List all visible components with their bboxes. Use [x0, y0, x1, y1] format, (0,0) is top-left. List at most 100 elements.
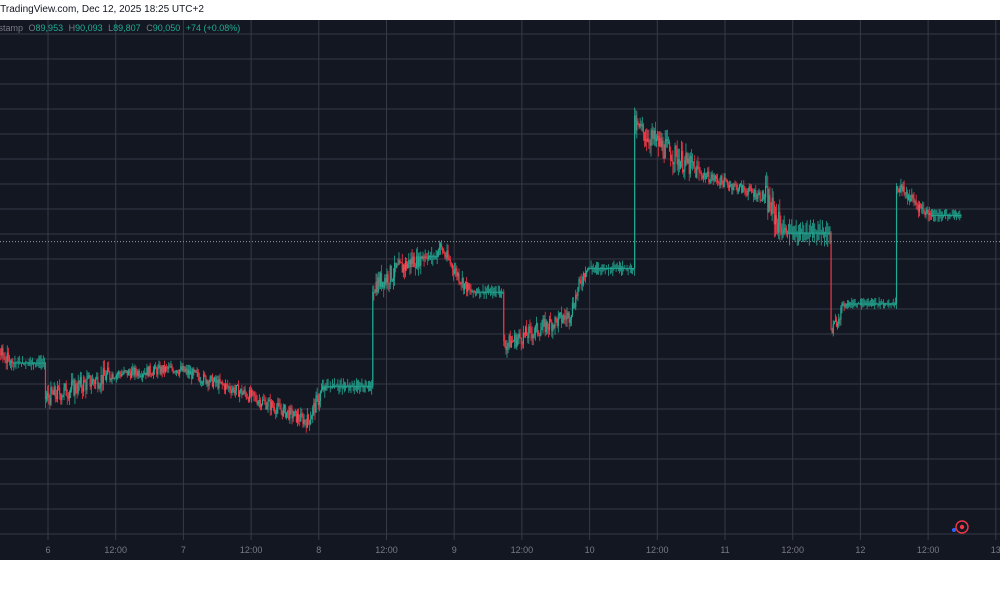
candle-body: [504, 340, 506, 347]
candle-body: [830, 232, 832, 329]
candle-body: [248, 389, 251, 402]
candle-body: [52, 392, 54, 395]
candle-body: [785, 228, 787, 233]
candle-body: [13, 362, 15, 364]
candle-body: [519, 333, 521, 338]
candle-body: [117, 372, 120, 375]
candle-body: [73, 380, 75, 396]
candle-body: [278, 402, 280, 406]
candle-body: [376, 281, 378, 293]
candle-body: [172, 369, 174, 373]
candle-body: [809, 232, 811, 234]
candle-body: [392, 277, 395, 281]
candle-body: [85, 382, 87, 391]
replay-icon[interactable]: [952, 520, 969, 534]
candle-body: [375, 281, 377, 292]
candle-body: [68, 392, 71, 399]
candle-body: [881, 303, 883, 305]
candle-body: [237, 385, 240, 397]
candle-body: [461, 278, 463, 284]
candle-body: [329, 386, 331, 388]
candle-body: [335, 386, 337, 388]
candle-body: [7, 352, 9, 358]
candle-body: [534, 326, 536, 334]
candle-body: [201, 382, 204, 384]
candle-body: [857, 303, 859, 305]
candle-body: [737, 189, 739, 192]
candle-body: [539, 334, 541, 336]
low-value: 89,807: [113, 23, 141, 33]
candle-body: [87, 376, 89, 379]
candle-body: [565, 317, 567, 320]
candle-body: [242, 392, 244, 395]
candle-body: [348, 386, 350, 388]
bottom-bar: w: [0, 560, 1000, 600]
candle-body: [104, 375, 107, 380]
candle-body: [313, 402, 315, 408]
candle-body: [320, 389, 323, 393]
candle-body: [419, 256, 421, 266]
candle-body: [402, 265, 404, 273]
candle-body: [260, 404, 263, 407]
candle-body: [432, 256, 434, 258]
candle-body: [867, 303, 869, 305]
candlestick-chart[interactable]: 6 12:00 7 12:00 8 12:00 9 12:00 10 12:00 11 12:00 12…: [0, 20, 1000, 560]
candle-body: [134, 368, 136, 376]
candle-body: [605, 268, 607, 269]
candle-body: [496, 291, 498, 293]
candle-body: [292, 416, 294, 419]
candle-body: [282, 407, 284, 416]
candle-body: [721, 175, 723, 182]
candle-body: [267, 401, 269, 407]
candle-body: [527, 335, 529, 338]
candle-body: [821, 232, 823, 234]
candle-body: [929, 213, 931, 215]
candle-body: [31, 362, 33, 364]
chart-area[interactable]: Bitstamp O89,953 H90,093 L89,807 C90,050…: [0, 20, 1000, 560]
candle-body: [243, 389, 245, 393]
candle-body: [383, 281, 385, 288]
candle-body: [572, 302, 575, 308]
candle-body: [264, 400, 266, 402]
candle-body: [768, 195, 770, 213]
candle-body: [563, 315, 565, 321]
candle-body: [909, 195, 911, 202]
candle-body: [173, 371, 175, 373]
candle-body: [305, 422, 307, 428]
candle-body: [955, 215, 958, 216]
candle-body: [234, 390, 236, 394]
candle-body: [868, 303, 870, 305]
candle-body: [407, 264, 409, 269]
candle-body: [372, 291, 374, 387]
candle-body: [30, 362, 32, 364]
candle-body: [124, 370, 126, 372]
candle-body: [280, 409, 282, 411]
candle-body: [607, 268, 610, 269]
candle-body: [480, 291, 482, 293]
candle-body: [47, 392, 49, 397]
candle-body: [421, 256, 423, 259]
candle-body: [152, 370, 155, 376]
candle-body: [631, 268, 634, 269]
candle-body: [535, 323, 538, 327]
candle-body: [247, 397, 250, 402]
candle-body: [135, 368, 137, 374]
candle-body: [883, 303, 886, 305]
candle-body: [688, 158, 690, 174]
candle-body: [75, 383, 77, 392]
candle-body: [11, 360, 13, 363]
candle-body: [832, 324, 834, 334]
candle-body: [581, 284, 583, 285]
candle-body: [325, 386, 327, 388]
candle-body: [404, 261, 407, 271]
candle-body: [941, 215, 943, 216]
candle-body: [643, 132, 646, 141]
candle-body: [143, 374, 145, 376]
candle-body: [769, 195, 771, 210]
candle-body: [749, 186, 751, 189]
candle-body: [468, 283, 470, 290]
candle-body: [51, 387, 53, 393]
candle-body: [216, 380, 218, 383]
chart-caption: h TradingView.com, Dec 12, 2025 18:25 UT…: [0, 4, 204, 15]
x-tick-label: 12:00: [104, 545, 127, 555]
